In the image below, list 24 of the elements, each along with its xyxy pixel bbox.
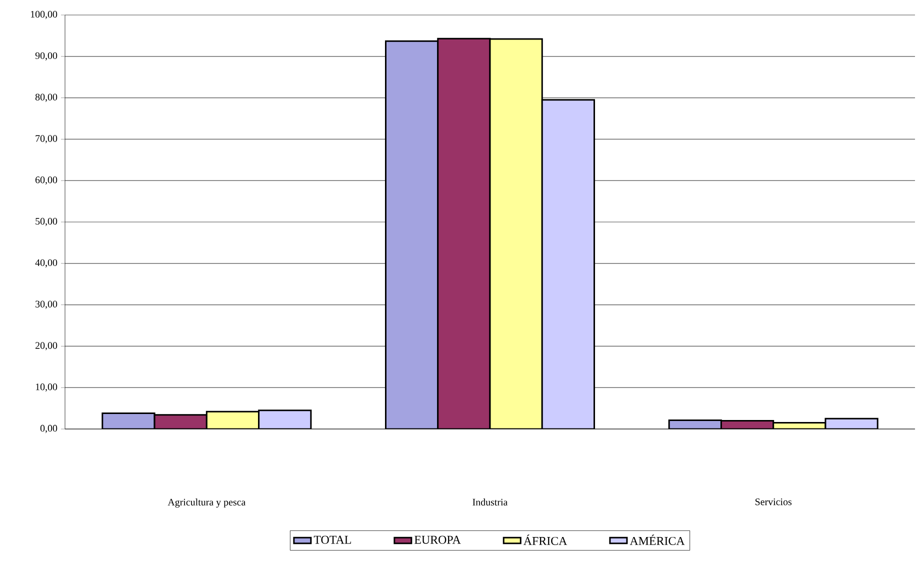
x-tick-label: Industria — [472, 498, 508, 506]
y-tick-label: 60,00 — [35, 176, 58, 185]
bar — [384, 40, 439, 429]
y-tick-label: 10,00 — [36, 384, 58, 392]
legend-label: AMÉRICA — [630, 534, 685, 545]
bar — [489, 38, 543, 429]
y-tick-label: 0,00 — [40, 424, 58, 434]
y-tick-label: 80,00 — [35, 94, 58, 102]
x-tick-label: Agricultura y pesca — [168, 498, 246, 508]
y-tick-label: 50,00 — [36, 218, 58, 226]
bar — [541, 99, 596, 429]
legend-label: ÁFRICA — [523, 534, 568, 545]
legend-label: TOTAL — [314, 536, 351, 544]
y-tick-label: 30,00 — [36, 300, 58, 309]
bar — [437, 38, 491, 429]
y-tick-label: 70,00 — [36, 135, 58, 144]
x-tick-label: Servicios — [755, 498, 792, 506]
y-tick-label: 20,00 — [36, 342, 58, 350]
legend-label: EUROPA — [414, 536, 461, 544]
y-tick-label: 90,00 — [35, 52, 58, 60]
y-tick-label: 100,00 — [30, 10, 58, 20]
bar — [258, 410, 312, 429]
bar — [102, 412, 156, 429]
y-tick-label: 40,00 — [35, 259, 58, 268]
